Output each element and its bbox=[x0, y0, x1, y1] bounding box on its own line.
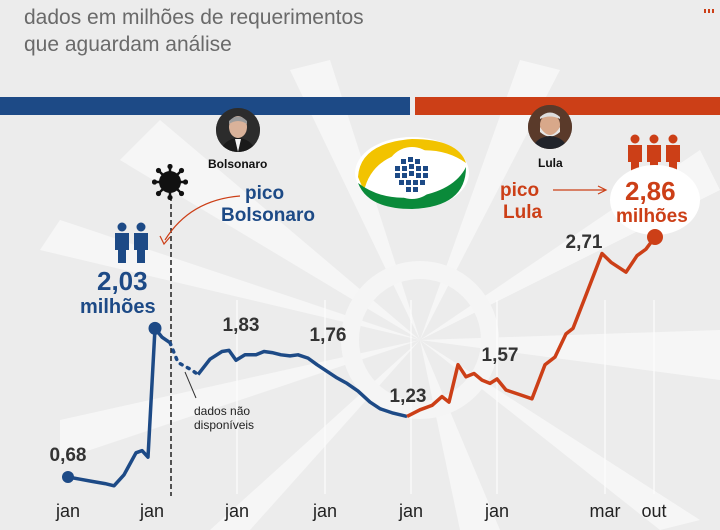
peak-lula-unit: milhões bbox=[616, 206, 688, 227]
chart-subtitle: dados em milhões de requerimentos que ag… bbox=[24, 4, 364, 58]
point-peak-lula bbox=[647, 229, 663, 245]
pico-bolsonaro-word: pico bbox=[245, 183, 285, 204]
point-peak-bolsonaro bbox=[148, 321, 162, 335]
series-bolsonaro-line-2 bbox=[196, 348, 408, 419]
missing-data-leader bbox=[184, 371, 197, 399]
pico-lula-name: Lula bbox=[503, 202, 543, 223]
x-tick-label: jan bbox=[55, 501, 80, 521]
pico-bolsonaro-label: pico Bolsonaro bbox=[221, 183, 315, 227]
peak-bolsonaro-unit: milhões bbox=[80, 296, 156, 318]
value-label: 1,23 bbox=[390, 386, 427, 407]
value-label: 1,57 bbox=[482, 345, 519, 366]
bolsonaro-period-bar bbox=[0, 97, 410, 115]
lula-avatar bbox=[528, 105, 572, 149]
value-label: 1,76 bbox=[310, 325, 347, 346]
arrow-bolsonaro bbox=[164, 195, 241, 241]
x-tick-label: jan bbox=[398, 501, 423, 521]
x-tick-label: jan bbox=[484, 501, 509, 521]
lula-period-bar bbox=[415, 97, 720, 115]
x-tick-label: out bbox=[641, 501, 666, 521]
arrow-bolsonaro-head bbox=[159, 235, 171, 246]
arrow-lula-head bbox=[597, 185, 608, 195]
missing-data-line-1: dados não bbox=[194, 404, 251, 418]
peak-lula-value: 2,86 bbox=[625, 176, 676, 206]
inss-logo bbox=[354, 133, 470, 211]
coronavirus-icon bbox=[151, 163, 189, 201]
x-tick-label: jan bbox=[139, 501, 164, 521]
x-tick-label: jan bbox=[312, 501, 337, 521]
point-start bbox=[62, 471, 74, 483]
subtitle-line-1: dados em milhões de requerimentos bbox=[24, 6, 364, 29]
x-tick-label: jan bbox=[224, 501, 249, 521]
peak-bolsonaro-value: 2,03 bbox=[97, 266, 148, 296]
value-label: 0,68 bbox=[50, 445, 87, 466]
pico-lula-word: pico bbox=[500, 180, 540, 201]
missing-data-line-2: disponíveis bbox=[194, 418, 255, 432]
bolsonaro-name: Bolsonaro bbox=[208, 157, 268, 171]
peak-highlight-bubble bbox=[610, 165, 700, 235]
missing-data-note: dados não disponíveis bbox=[194, 404, 254, 432]
series-lula-line bbox=[406, 235, 657, 418]
bolsonaro-avatar bbox=[216, 108, 260, 152]
subtitle-line-2: que aguardam análise bbox=[24, 33, 232, 56]
pico-bolsonaro-name: Bolsonaro bbox=[221, 205, 315, 226]
value-label: 2,71 bbox=[566, 232, 603, 253]
pico-lula-label: pico Lula bbox=[500, 180, 542, 224]
people-icon-bolsonaro bbox=[112, 222, 152, 264]
series-bolsonaro-gap bbox=[168, 340, 200, 377]
value-label: 1,83 bbox=[223, 315, 260, 336]
brand-mark bbox=[704, 0, 714, 13]
lula-name: Lula bbox=[538, 156, 563, 170]
x-tick-label: mar bbox=[590, 501, 621, 521]
